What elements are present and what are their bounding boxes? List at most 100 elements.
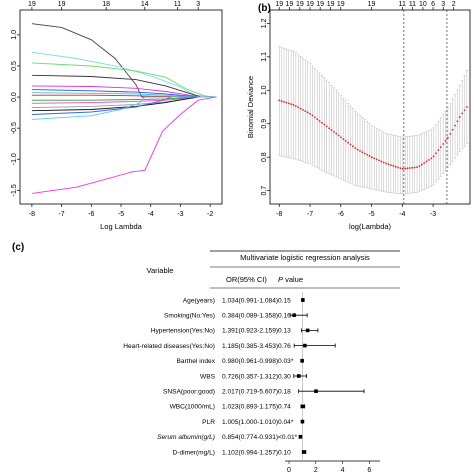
mean-deviance-point [380,160,383,163]
mean-deviance-point [461,112,464,115]
mean-deviance-point [325,125,328,128]
mean-deviance-point [444,140,447,142]
mean-deviance-point [332,130,335,133]
y-tick-label: 1.1 [261,52,268,62]
mean-deviance-point [397,166,399,169]
top-tick-label: 19 [275,1,283,8]
mean-deviance-point [432,155,435,158]
row-p-value: 0.74 [278,404,291,411]
row-p-value: 0.13 [278,328,291,335]
panel-b-cross-validation-deviance: -8 -7 -6 -5 -4 -30.70.80.91.01.11.219 19 19 19 19… [246,1,471,231]
mean-deviance-point [451,128,454,131]
row-variable: Barthel index [177,358,216,365]
mean-deviance-point [409,167,411,169]
mean-deviance-point [437,149,440,152]
mean-deviance-point [330,129,333,131]
mean-deviance-point [394,165,397,168]
y-tick-label: 1.0 [11,30,18,40]
row-variable: SNSA(poor:good) [163,389,215,396]
mean-deviance-point [359,150,361,152]
mean-deviance-point [439,146,442,149]
x-tick-label: -7 [58,211,64,218]
mean-deviance-point [287,102,290,105]
x-axis-label: Log Lambda [100,222,143,231]
top-tick-label: 11 [399,1,406,8]
mean-deviance-point [304,110,307,113]
top-tick-label: 3 [441,1,445,8]
mean-deviance-point [454,124,456,127]
row-variable: WBS [200,373,216,380]
row-or-ci: 2.017(0.719-5.607) [222,389,278,396]
row-p-value: 0.76 [278,343,291,350]
mean-deviance-point [328,127,331,130]
top-tick-label: 14 [141,1,149,8]
row-variable: D-dimer(mg/L) [173,449,216,456]
x-tick-label: -5 [118,211,124,218]
row-p-value: 0.16 [278,313,291,320]
mean-deviance-point [321,121,323,124]
x-tick-label: -6 [88,211,94,218]
mean-deviance-point [297,106,300,109]
y-tick-label: 1.0 [261,85,268,95]
top-tick-label: 19 [58,1,66,8]
y-axis-label: Binomial Deviance [246,76,255,138]
row-or-ci: 1.391(0.923-2.159) [222,328,278,335]
mean-deviance-point [375,158,378,161]
row-variable: Smoking(No:Yes) [164,313,215,320]
x-tick-label: -3 [177,211,183,218]
mean-deviance-point [435,152,437,155]
mean-deviance-point [456,120,459,123]
mean-deviance-point [442,143,445,145]
row-or-ci: 1.034(0.991-1.084) [222,297,278,304]
y-tick-label: -1.5 [11,184,18,196]
mean-deviance-point [466,106,468,108]
x-tick-label: -8 [276,211,282,218]
top-tick-label: 19 [306,1,314,8]
x-axis-label: log(Lambda) [349,222,392,231]
mean-deviance-point [318,120,321,122]
panel-c-forest-plot-table: Multivariate logistic regression analysi… [123,250,400,474]
top-tick-label: 11 [174,1,181,8]
top-tick-label: 19 [28,1,36,8]
mean-deviance-point [294,105,297,107]
row-p-value: 0.03* [278,358,294,365]
mean-deviance-point [337,134,340,137]
mean-deviance-point [423,162,426,164]
row-or-ci: 1.185(0.385-3.453) [222,343,278,350]
mean-deviance-point [347,141,350,144]
mean-deviance-point [316,118,319,121]
column-header-variable: Variable [147,266,174,275]
x-tick-label: -5 [368,211,374,218]
mean-deviance-point [385,162,388,165]
mean-deviance-point [399,167,402,170]
row-or-ci: 1.005(1.000-1.010) [222,419,278,426]
mean-deviance-point [387,163,390,166]
row-p-value: 0.18 [278,389,291,396]
mean-deviance-point [278,99,281,102]
mean-deviance-point [280,100,283,102]
mean-deviance-point [361,151,364,154]
mean-deviance-point [411,166,414,169]
y-tick-label: 0.7 [261,186,268,196]
mean-deviance-point [351,145,354,148]
x-tick-label: -4 [399,211,405,218]
row-variable: WBC(1000/mL) [170,404,215,411]
mean-deviance-point [311,114,314,117]
x-tick-label: -4 [148,211,154,218]
mean-deviance-point [370,156,373,159]
row-variable: PLR [202,419,215,426]
top-tick-label: 3 [196,1,200,8]
coefficient-path-14 [31,96,217,120]
row-or-ci: 1.023(0.893-1.175) [222,404,278,411]
y-tick-label: 0.5 [11,61,18,71]
y-tick-label: -1.0 [11,153,18,165]
row-p-value: 0.15 [278,297,291,304]
row-variable: Serum albumin(g/L) [157,434,215,441]
mean-deviance-point [302,108,304,111]
table-title: Multivariate logistic regression analysi… [240,253,370,262]
top-tick-label: 19 [368,1,376,8]
row-variable: Hypertension(Yes:No) [151,328,215,335]
column-header-or: OR(95% CI) [226,275,267,284]
top-tick-label: 6 [431,1,435,8]
mean-deviance-point [366,153,369,156]
